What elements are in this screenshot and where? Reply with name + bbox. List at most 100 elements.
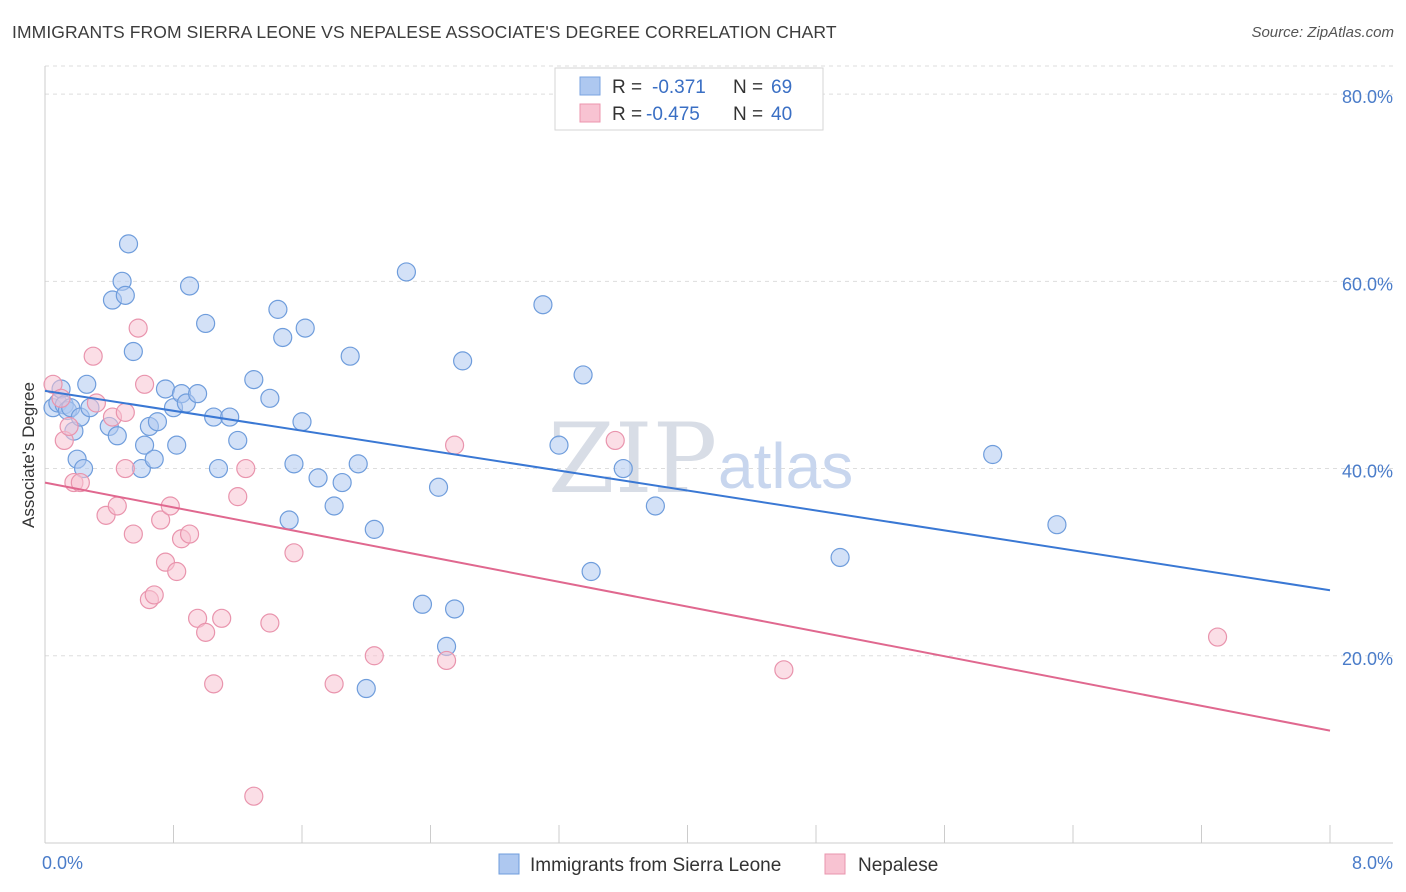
point-s1-35 [444, 435, 465, 455]
y-axis-label: Associate's Degree [19, 382, 38, 528]
point-s0-55 [444, 599, 465, 619]
point-s0-39 [273, 327, 293, 348]
point-s0-64 [983, 444, 1003, 465]
point-s0-45 [324, 496, 344, 516]
point-s0-17 [118, 234, 139, 254]
stats-swatch-nepalese [579, 103, 601, 123]
point-s1-11 [115, 458, 135, 479]
data-points [43, 234, 1228, 806]
point-s0-63 [830, 547, 850, 568]
point-s1-34 [436, 650, 457, 671]
trend-line-1 [44, 481, 1331, 732]
point-s0-26 [167, 435, 187, 455]
point-s0-43 [295, 318, 315, 338]
point-s0-51 [396, 262, 417, 282]
point-s1-26 [212, 608, 232, 628]
point-s0-31 [196, 313, 216, 334]
x-tick-label-1: 8.0% [1352, 853, 1393, 873]
point-s1-31 [284, 543, 304, 563]
stats-r-label-2: R = [612, 104, 642, 125]
point-s1-10 [107, 496, 127, 516]
point-s0-65 [1047, 515, 1067, 535]
watermark-atlas: atlas [718, 430, 853, 502]
point-s0-40 [279, 510, 299, 530]
point-s0-18 [123, 341, 143, 362]
point-s1-33 [364, 646, 384, 666]
stats-box: R = -0.371 N = 69 R = -0.475 N = 40 [554, 67, 824, 131]
trend-lines [44, 389, 1331, 732]
point-s0-46 [332, 472, 352, 493]
legend: Immigrants from Sierra Leone Nepalese [498, 853, 938, 876]
point-s0-56 [453, 351, 473, 371]
point-s0-33 [208, 458, 229, 479]
point-s1-17 [151, 510, 171, 530]
chart-title: IMMIGRANTS FROM SIERRA LEONE VS NEPALESE… [12, 22, 837, 42]
point-s1-28 [236, 458, 256, 479]
tick-labels: 20.0% 40.0% 60.0% 80.0% 0.0% 8.0% [42, 87, 1393, 873]
point-s1-13 [128, 318, 148, 338]
point-s1-36 [605, 430, 625, 451]
point-s0-59 [573, 365, 593, 385]
point-s1-37 [774, 660, 794, 680]
point-s1-30 [260, 613, 280, 633]
point-s1-25 [204, 674, 224, 694]
legend-swatch-sierra-leone [498, 853, 520, 875]
point-s0-49 [356, 678, 376, 699]
point-s0-38 [268, 299, 288, 319]
y-tick-label-0: 20.0% [1342, 649, 1393, 669]
y-tick-label-2: 60.0% [1342, 274, 1393, 294]
point-s0-47 [340, 346, 360, 366]
point-s0-60 [581, 561, 601, 582]
point-s0-52 [412, 594, 433, 614]
axes [44, 66, 1393, 844]
point-s1-14 [134, 374, 155, 394]
point-s1-27 [228, 487, 248, 507]
point-s0-35 [228, 430, 248, 451]
stats-n-value-1: 69 [771, 77, 792, 98]
source-label: Source: ZipAtlas.com [1251, 24, 1394, 41]
legend-label-sierra-leone: Immigrants from Sierra Leone [530, 855, 781, 876]
trend-line-0 [44, 389, 1331, 592]
point-s0-23 [147, 412, 168, 432]
y-tick-label-3: 80.0% [1342, 87, 1393, 107]
point-s1-24 [196, 622, 216, 642]
point-s1-38 [1207, 627, 1228, 647]
stats-r-value-1: -0.371 [652, 77, 706, 98]
point-s0-34 [220, 407, 240, 427]
point-s0-24 [155, 379, 176, 399]
point-s1-5 [70, 472, 90, 493]
grid-lines [45, 65, 1393, 657]
stats-r-label-1: R = [612, 77, 642, 98]
point-s1-22 [179, 524, 200, 544]
point-s0-10 [77, 374, 97, 394]
stats-r-value-2: -0.475 [646, 104, 700, 125]
point-s1-12 [123, 524, 143, 544]
point-s0-50 [364, 519, 384, 539]
point-s0-20 [134, 435, 155, 455]
legend-swatch-nepalese [824, 853, 846, 875]
x-tick-label-0: 0.0% [42, 853, 83, 873]
point-s0-42 [292, 412, 312, 432]
point-s1-39 [115, 402, 135, 422]
stats-n-label-1: N = [733, 77, 763, 98]
point-s1-29 [244, 786, 264, 806]
legend-label-nepalese: Nepalese [858, 855, 938, 876]
stats-swatch-sierra-leone [579, 76, 601, 96]
point-s0-37 [260, 388, 280, 408]
point-s0-16 [115, 285, 135, 305]
point-s0-61 [613, 458, 633, 479]
point-s0-22 [144, 449, 164, 469]
stats-n-label-2: N = [733, 104, 763, 125]
point-s0-48 [348, 454, 368, 474]
point-s0-36 [244, 370, 264, 390]
watermark-zip: ZIP [548, 403, 717, 515]
point-s1-7 [86, 393, 107, 413]
point-s1-16 [144, 585, 164, 605]
point-s0-57 [533, 295, 553, 315]
point-s0-14 [107, 426, 127, 446]
point-s0-53 [428, 477, 449, 497]
y-tick-label-1: 40.0% [1342, 462, 1393, 482]
point-s1-3 [59, 416, 79, 437]
point-s0-29 [179, 276, 200, 296]
